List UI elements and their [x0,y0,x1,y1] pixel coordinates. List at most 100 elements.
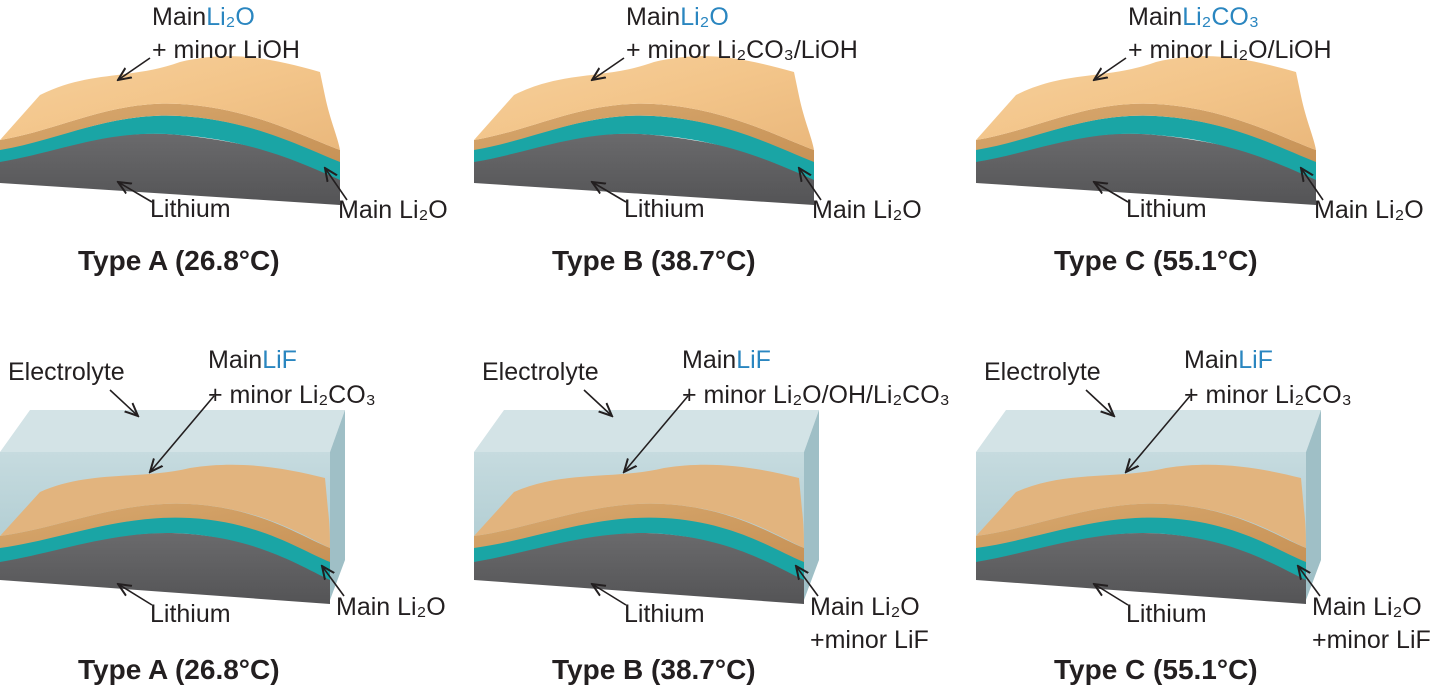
inner-layer-arrow [1301,168,1324,201]
inner-layer-label-2: +minor LiF [810,626,929,654]
electrolyte-label: Electrolyte [482,358,599,386]
minor-species-label: + minor LiOH [152,36,300,64]
electrolyte-arrow [583,389,612,416]
outer-sei-edge [976,103,1316,162]
minor-species-label-part: + minor Li₂CO₃ [208,381,376,409]
inner-layer-arrow [325,168,348,201]
panel-title: Type C (55.1°C) [1054,654,1258,686]
main-species-label: MainLi₂O [152,3,255,31]
sei-arrow [150,395,215,472]
inner-layer-label-part: Main Li₂O [812,196,922,224]
inner-layer-label-part: Main Li₂O [810,593,920,621]
main-species-label-part: Li₂O [206,3,255,31]
inner-layer-arrow [799,168,822,201]
inner-layer-label: Main Li₂O [810,593,920,621]
inner-oxide-layer [0,515,330,580]
sei-arrow [1094,57,1127,80]
sei-arrow [624,395,689,472]
minor-species-label: + minor Li₂CO₃/LiOH [626,36,858,64]
inner-layer-label-2: +minor LiF [1312,626,1431,654]
panel-title: Type B (38.7°C) [552,654,756,686]
lithium-layer [976,532,1306,604]
lithium-layer [474,133,814,205]
inner-oxide-layer [0,115,340,180]
electrolyte-arrow [109,389,138,416]
electrolyte-label: Electrolyte [8,358,125,386]
electrolyte-label-part: Electrolyte [8,358,125,386]
inner-layer-label: Main Li₂O [1312,593,1422,621]
inner-layer-label-part: Main Li₂O [1312,593,1422,621]
panel-title: Type C (55.1°C) [1054,245,1258,277]
lithium-label: Lithium [624,600,705,628]
inner-layer-label: Main Li₂O [812,196,922,224]
sei-arrow [592,57,625,80]
lithium-arrow [118,182,153,203]
minor-species-label: + minor Li₂O/OH/Li₂CO₃ [682,381,950,409]
main-species-label-part: Li₂O [680,3,729,31]
inner-oxide-layer [976,515,1306,580]
main-species-label-part: LiF [736,346,771,374]
outer-sei-layer [976,56,1316,150]
lithium-label-part: Lithium [150,600,231,628]
inner-layer-arrow [796,566,819,597]
main-species-label-part: LiF [1238,346,1273,374]
panel-title-part: Type B (38.7°C) [552,245,756,276]
lithium-label-part: Lithium [1126,195,1207,223]
panel-title: Type B (38.7°C) [552,245,756,277]
outer-sei-edge [474,103,814,162]
panel-title-part: Type C (55.1°C) [1054,654,1258,685]
inner-oxide-layer [474,515,804,580]
lithium-label: Lithium [624,195,705,223]
electrolyte-label: Electrolyte [984,358,1101,386]
lithium-arrow [118,584,153,606]
main-species-label-part: Main [626,3,681,31]
electrolyte-side-face [804,410,819,600]
electrolyte-side-face [330,410,345,600]
inner-layer-arrow [322,566,345,597]
panel-title-part: Type B (38.7°C) [552,654,756,685]
electrolyte-side-face [1306,410,1321,600]
inner-layer-label: Main Li₂O [338,196,448,224]
main-species-label-part: Main [682,346,737,374]
inner-oxide-layer [474,115,814,180]
minor-species-label-part: + minor Li₂O/OH/Li₂CO₃ [682,381,950,409]
main-species-label-part: Main [208,346,263,374]
minor-species-label-part: + minor Li₂CO₃/LiOH [626,36,858,64]
lithium-label: Lithium [150,600,231,628]
outer-sei-layer [0,464,330,548]
main-species-label: MainLiF [208,346,297,374]
lithium-label: Lithium [1126,600,1207,628]
minor-species-label: + minor Li₂CO₃ [1184,381,1352,409]
inner-layer-label-2-part: +minor LiF [1312,626,1431,654]
main-species-label-part: Main [1184,346,1239,374]
minor-species-label-part: + minor Li₂CO₃ [1184,381,1352,409]
main-species-label-part: Li₂CO₃ [1182,3,1260,31]
outer-sei-layer [474,56,814,150]
lithium-arrow [1094,182,1129,203]
electrolyte-top-face [474,410,819,452]
lithium-label-part: Lithium [624,600,705,628]
lithium-layer [0,532,330,604]
panel-title-part: Type C (55.1°C) [1054,245,1258,276]
electrolyte-label-part: Electrolyte [984,358,1101,386]
lithium-arrow [1094,584,1129,606]
lithium-layer [0,133,340,205]
inner-layer-label: Main Li₂O [336,593,446,621]
main-species-label: MainLi₂CO₃ [1128,3,1259,31]
lithium-arrow [592,182,627,203]
main-species-label-part: LiF [262,346,297,374]
electrolyte-top-face [976,410,1321,452]
outer-sei-edge [976,503,1306,562]
outer-sei-layer [474,464,804,548]
outer-sei-layer [976,464,1306,548]
inner-layer-label-part: Main Li₂O [336,593,446,621]
panel-title-part: Type A (26.8°C) [78,654,280,685]
main-species-label: MainLi₂O [626,3,729,31]
outer-sei-edge [0,503,330,562]
lithium-label-part: Lithium [150,195,231,223]
lithium-layer [474,532,804,604]
minor-species-label-part: + minor LiOH [152,36,300,64]
main-species-label: MainLiF [682,346,771,374]
lithium-layer [976,133,1316,205]
